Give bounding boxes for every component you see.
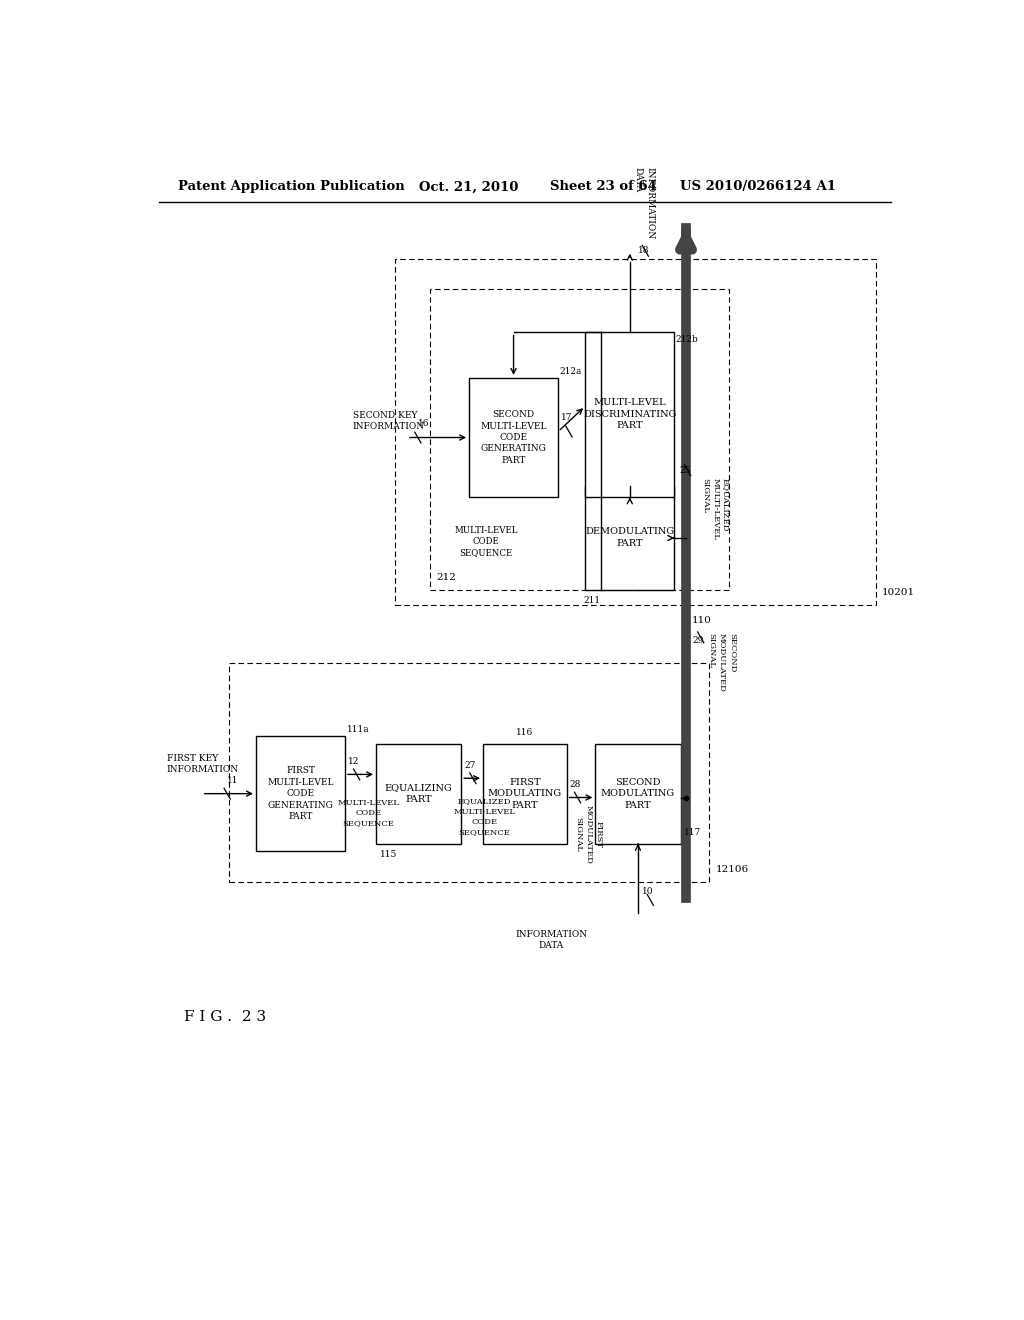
Text: 11: 11 [227, 776, 239, 785]
Text: MULTI-LEVEL
DISCRIMINATING
PART: MULTI-LEVEL DISCRIMINATING PART [583, 399, 677, 430]
Text: 29: 29 [692, 636, 703, 644]
Text: F I G .  2 3: F I G . 2 3 [183, 1010, 266, 1024]
Text: US 2010/0266124 A1: US 2010/0266124 A1 [680, 181, 836, 194]
Text: 18: 18 [638, 247, 649, 255]
Text: 25: 25 [679, 466, 690, 475]
Text: 212: 212 [436, 573, 457, 582]
Text: INFORMATION
DATA: INFORMATION DATA [634, 168, 654, 239]
Text: EQUALIZING
PART: EQUALIZING PART [385, 784, 453, 804]
Text: 110: 110 [692, 616, 712, 624]
Bar [469, 378, 558, 498]
Text: FIRST
MODULATED
SIGNAL: FIRST MODULATED SIGNAL [574, 805, 602, 865]
Text: 212b: 212b [676, 335, 698, 345]
Text: DEMODULATING
PART: DEMODULATING PART [586, 528, 675, 548]
Bar [430, 289, 729, 590]
Text: MULTI-LEVEL
CODE
SEQUENCE: MULTI-LEVEL CODE SEQUENCE [337, 799, 399, 828]
Bar [595, 743, 681, 843]
Bar [395, 259, 876, 605]
Text: 10: 10 [642, 887, 653, 896]
Text: Oct. 21, 2010: Oct. 21, 2010 [419, 181, 518, 194]
Text: SECOND
MULTI-LEVEL
CODE
GENERATING
PART: SECOND MULTI-LEVEL CODE GENERATING PART [480, 411, 547, 465]
Bar [256, 737, 345, 851]
Text: 212a: 212a [560, 367, 582, 376]
Text: 111a: 111a [346, 726, 370, 734]
Text: 116: 116 [516, 729, 534, 738]
Text: 28: 28 [569, 780, 582, 789]
Bar [376, 743, 461, 843]
Text: FIRST
MODULATING
PART: FIRST MODULATING PART [487, 777, 562, 809]
Text: 17: 17 [561, 413, 572, 422]
Text: 16: 16 [418, 420, 429, 428]
Text: Patent Application Publication: Patent Application Publication [178, 181, 406, 194]
Text: SECOND KEY
INFORMATION: SECOND KEY INFORMATION [352, 411, 425, 432]
Text: SECOND
MODULATED
SIGNAL: SECOND MODULATED SIGNAL [708, 634, 736, 692]
Text: MULTI-LEVEL
CODE
SEQUENCE: MULTI-LEVEL CODE SEQUENCE [455, 525, 518, 557]
Bar [228, 663, 710, 882]
Bar [483, 743, 566, 843]
Text: EQUALIZED
MULTI-LEVEL
SIGNAL: EQUALIZED MULTI-LEVEL SIGNAL [701, 478, 730, 540]
Text: 12106: 12106 [716, 866, 749, 875]
Text: 211: 211 [584, 595, 601, 605]
Text: 12: 12 [348, 756, 359, 766]
Text: Sheet 23 of 64: Sheet 23 of 64 [550, 181, 657, 194]
Bar [586, 331, 675, 498]
Text: 115: 115 [380, 850, 397, 859]
Text: 10201: 10201 [882, 589, 915, 598]
Text: EQUALIZED
MULTI-LEVEL
CODE
SEQUENCE: EQUALIZED MULTI-LEVEL CODE SEQUENCE [454, 797, 515, 836]
Text: 27: 27 [464, 760, 476, 770]
Text: FIRST KEY
INFORMATION: FIRST KEY INFORMATION [167, 754, 239, 775]
Text: INFORMATION
DATA: INFORMATION DATA [515, 929, 587, 950]
Bar [586, 486, 675, 590]
Text: SECOND
MODULATING
PART: SECOND MODULATING PART [601, 777, 675, 809]
Text: FIRST
MULTI-LEVEL
CODE
GENERATING
PART: FIRST MULTI-LEVEL CODE GENERATING PART [267, 766, 334, 821]
Text: 117: 117 [684, 829, 700, 837]
